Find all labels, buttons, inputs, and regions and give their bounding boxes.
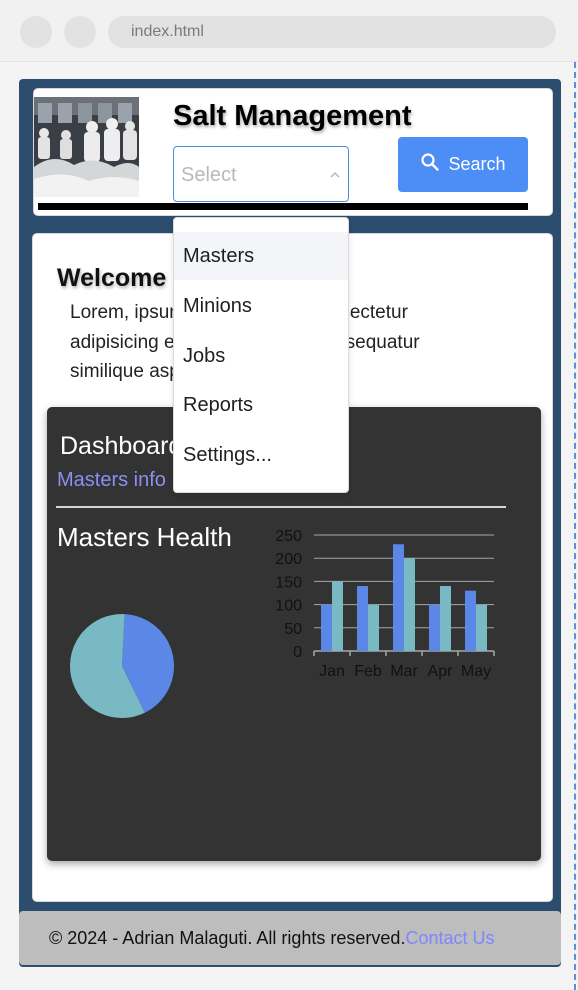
x-tick-label: Jan: [319, 663, 345, 680]
search-button-label: Search: [448, 154, 506, 174]
bar-may-series-1: [465, 590, 476, 651]
x-tick-label: Mar: [390, 663, 418, 680]
nav-select[interactable]: Select: [173, 146, 349, 202]
dropdown-item-masters[interactable]: Masters: [174, 232, 348, 280]
y-tick-label: 50: [284, 621, 302, 638]
logo-image: [34, 97, 139, 197]
dashboard-divider: [56, 506, 506, 508]
y-tick-label: 200: [275, 551, 302, 568]
contact-us-link[interactable]: Contact Us: [405, 928, 495, 948]
footer: © 2024 - Adrian Malaguti. All rights res…: [19, 911, 561, 965]
y-tick-label: 100: [275, 598, 302, 615]
bar-jan-series-1: [321, 604, 332, 651]
browser-toolbar: index.html: [0, 0, 578, 62]
viewport-edge: [574, 62, 576, 990]
chevron-up-icon: [330, 168, 340, 182]
pie-slice-0: [122, 614, 175, 713]
x-tick-label: Apr: [428, 663, 454, 680]
bar-apr-series-1: [429, 604, 440, 651]
bar-feb-series-2: [368, 604, 379, 651]
footer-copyright: © 2024 - Adrian Malaguti. All rights res…: [49, 928, 406, 948]
bar-may-series-2: [476, 604, 487, 651]
search-icon: [420, 152, 440, 177]
masters-info-link[interactable]: Masters info: [57, 469, 166, 491]
dashboard-title: Dashboard: [60, 432, 183, 460]
y-tick-label: 250: [275, 528, 302, 545]
bar-jan-series-2: [332, 581, 343, 651]
select-placeholder: Select: [181, 164, 237, 186]
bar-mar-series-2: [404, 558, 415, 651]
forward-button[interactable]: [64, 16, 96, 48]
health-bar-chart: 0 50 100 150 200 250 Jan Feb Mar Apr May: [268, 524, 508, 684]
welcome-title: Welcome: [57, 264, 167, 292]
health-pie-chart: [68, 612, 176, 720]
header-divider: [38, 203, 528, 210]
dropdown-item-minions[interactable]: Minions: [183, 295, 252, 317]
search-button[interactable]: Search: [398, 137, 528, 192]
bar-apr-series-2: [440, 586, 451, 651]
y-tick-label: 150: [275, 574, 302, 591]
x-tick-label: Feb: [354, 663, 382, 680]
app-title: Salt Management: [173, 100, 412, 132]
bar-mar-series-1: [393, 544, 404, 651]
dropdown-item-jobs[interactable]: Jobs: [183, 345, 226, 367]
dropdown-item-settings[interactable]: Settings...: [183, 444, 272, 466]
y-tick-label: 0: [293, 644, 302, 661]
bar-feb-series-1: [357, 586, 368, 651]
back-button[interactable]: [20, 16, 52, 48]
dropdown-item-reports[interactable]: Reports: [183, 394, 254, 416]
x-tick-label: May: [461, 663, 491, 680]
pie-slice-1: [70, 614, 145, 718]
url-bar[interactable]: index.html: [108, 16, 556, 48]
select-dropdown-menu: Masters Minions Jobs Reports Settings...: [173, 217, 349, 493]
masters-health-title: Masters Health: [57, 522, 232, 552]
